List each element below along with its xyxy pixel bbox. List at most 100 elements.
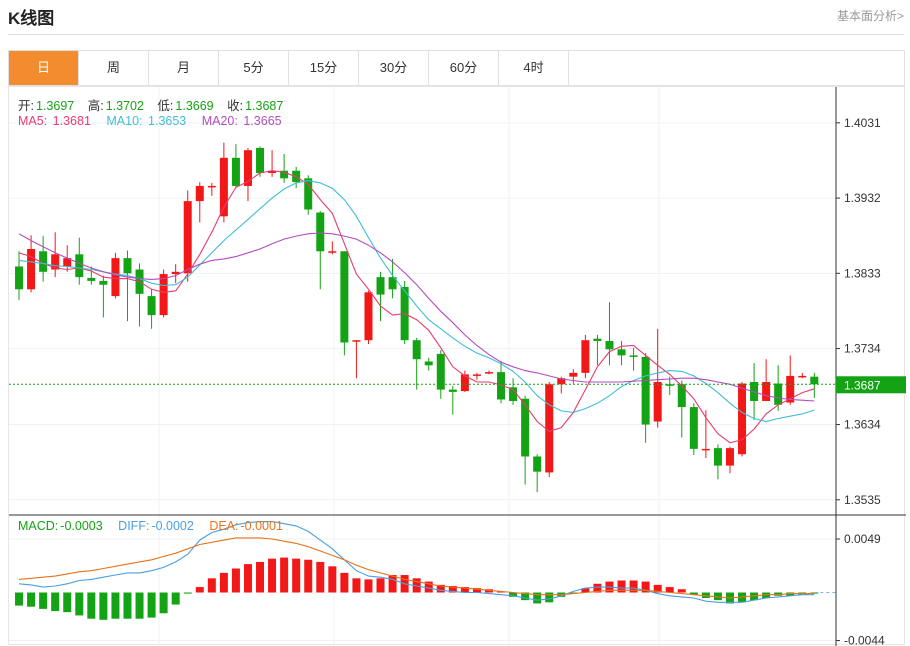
tab-60min[interactable]: 60分 <box>429 51 499 85</box>
macd-value: -0.0003 <box>60 519 103 533</box>
macd-bar <box>316 561 325 593</box>
candle-body <box>448 389 457 392</box>
candle-body <box>388 277 397 290</box>
y-tick-label: 1.3634 <box>844 418 881 432</box>
candle-body <box>304 178 313 210</box>
macd-bar <box>27 592 36 607</box>
macd-bar <box>412 578 421 593</box>
candle-body <box>701 448 710 451</box>
candle-body <box>738 383 747 455</box>
y-tick-label: 1.3734 <box>844 342 881 356</box>
candle-body <box>412 340 421 360</box>
macd-line-diff <box>18 521 815 603</box>
macd-bar <box>195 587 204 593</box>
chart-area[interactable]: 1.4031 1.3932 1.3833 1.3734 1.3634 1.3535 0.00… <box>8 86 906 646</box>
macd-bar <box>593 583 602 593</box>
macd-bar <box>581 588 590 593</box>
macd-bar <box>183 592 192 594</box>
candle-body <box>183 201 192 274</box>
tab-5min[interactable]: 5分 <box>219 51 289 85</box>
ma5-value: 1.3681 <box>52 114 91 128</box>
candle-body <box>63 258 72 267</box>
candle-body <box>39 251 48 272</box>
candle-body <box>328 251 337 253</box>
macd-legend: MACD: -0.0003 DIFF: -0.0002 DEA: -0.0001 <box>18 519 285 533</box>
candle-body <box>159 274 168 316</box>
tab-daily[interactable]: 日 <box>9 51 79 85</box>
page-title: K线图 <box>8 9 55 28</box>
ohlc-legend: 开: 1.3697 高: 1.3702 低: 1.3669 收: 1.3687 <box>18 95 285 114</box>
macd-bar <box>75 592 84 616</box>
macd-bar <box>653 584 662 593</box>
macd-bar <box>388 575 397 593</box>
macd-bar <box>713 592 722 601</box>
macd-bar <box>340 572 349 593</box>
candle-body <box>99 280 108 285</box>
candle-body <box>256 147 265 173</box>
macd-bar <box>677 589 686 593</box>
period-tabs: 日 周 月 5分 15分 30分 60分 4时 <box>8 50 905 86</box>
candle-body <box>484 372 493 374</box>
candle-body <box>677 384 686 408</box>
candle-body <box>774 383 783 405</box>
candle-body <box>665 384 674 386</box>
macd-bar <box>207 578 216 593</box>
kline-chart-svg[interactable]: 1.4031 1.3932 1.3833 1.3734 1.3634 1.3535 0.00… <box>9 87 906 646</box>
candle-body <box>545 384 554 473</box>
y-tick-label: 0.0049 <box>844 532 881 546</box>
candle-body <box>87 277 96 281</box>
macd-line-dea <box>18 537 815 599</box>
candle-body <box>472 374 481 376</box>
candle-body <box>75 254 84 278</box>
candle-body <box>786 375 795 403</box>
candle-body <box>460 374 469 392</box>
tab-15min[interactable]: 15分 <box>289 51 359 85</box>
macd-bar <box>51 592 60 612</box>
candle-body <box>376 277 385 295</box>
diff-label: DIFF: <box>118 519 150 533</box>
candle-body <box>569 372 578 377</box>
fundamental-analysis-link[interactable]: 基本面分析> <box>836 9 904 23</box>
tab-30min[interactable]: 30分 <box>359 51 429 85</box>
macd-bar <box>147 592 156 618</box>
macd-bar <box>15 592 24 606</box>
macd-bar <box>231 568 240 593</box>
dea-label: DEA: <box>209 519 239 533</box>
open-label: 开: <box>18 99 34 113</box>
candle-body <box>207 185 216 188</box>
ma20-label: MA20: <box>201 114 238 128</box>
low-label: 低: <box>157 99 174 113</box>
macd-bar <box>243 564 252 593</box>
price-badge-text: 1.3687 <box>844 378 881 392</box>
macd-bar <box>352 578 361 593</box>
candle-body <box>521 398 530 457</box>
ma-line-ma10 <box>18 180 815 423</box>
macd-bar <box>280 557 289 593</box>
candle-body <box>123 258 132 274</box>
macd-bar <box>376 578 385 593</box>
macd-bar <box>304 559 313 593</box>
candle-body <box>605 340 614 350</box>
tab-weekly[interactable]: 周 <box>79 51 149 85</box>
macd-bar <box>545 592 554 603</box>
candle-body <box>340 251 349 343</box>
ma-line-ma5 <box>18 170 815 444</box>
candle-body <box>352 340 361 342</box>
candle-body <box>219 157 228 217</box>
tab-4hour[interactable]: 4时 <box>499 51 569 85</box>
macd-bar <box>448 585 457 593</box>
candle-body <box>762 382 771 401</box>
ma-legend: MA5: 1.3681 MA10: 1.3653 MA20: 1.3665 <box>18 114 284 128</box>
candle-body <box>725 448 734 466</box>
macd-bar <box>810 592 819 594</box>
macd-bar <box>617 580 626 593</box>
close-value: 1.3687 <box>245 99 284 113</box>
candle-body <box>268 170 277 173</box>
macd-bar <box>87 592 96 619</box>
tab-monthly[interactable]: 月 <box>149 51 219 85</box>
macd-bar <box>497 591 506 593</box>
candle-body <box>713 448 722 466</box>
macd-bar <box>292 558 301 593</box>
macd-bar <box>701 592 710 598</box>
low-value: 1.3669 <box>175 99 214 113</box>
